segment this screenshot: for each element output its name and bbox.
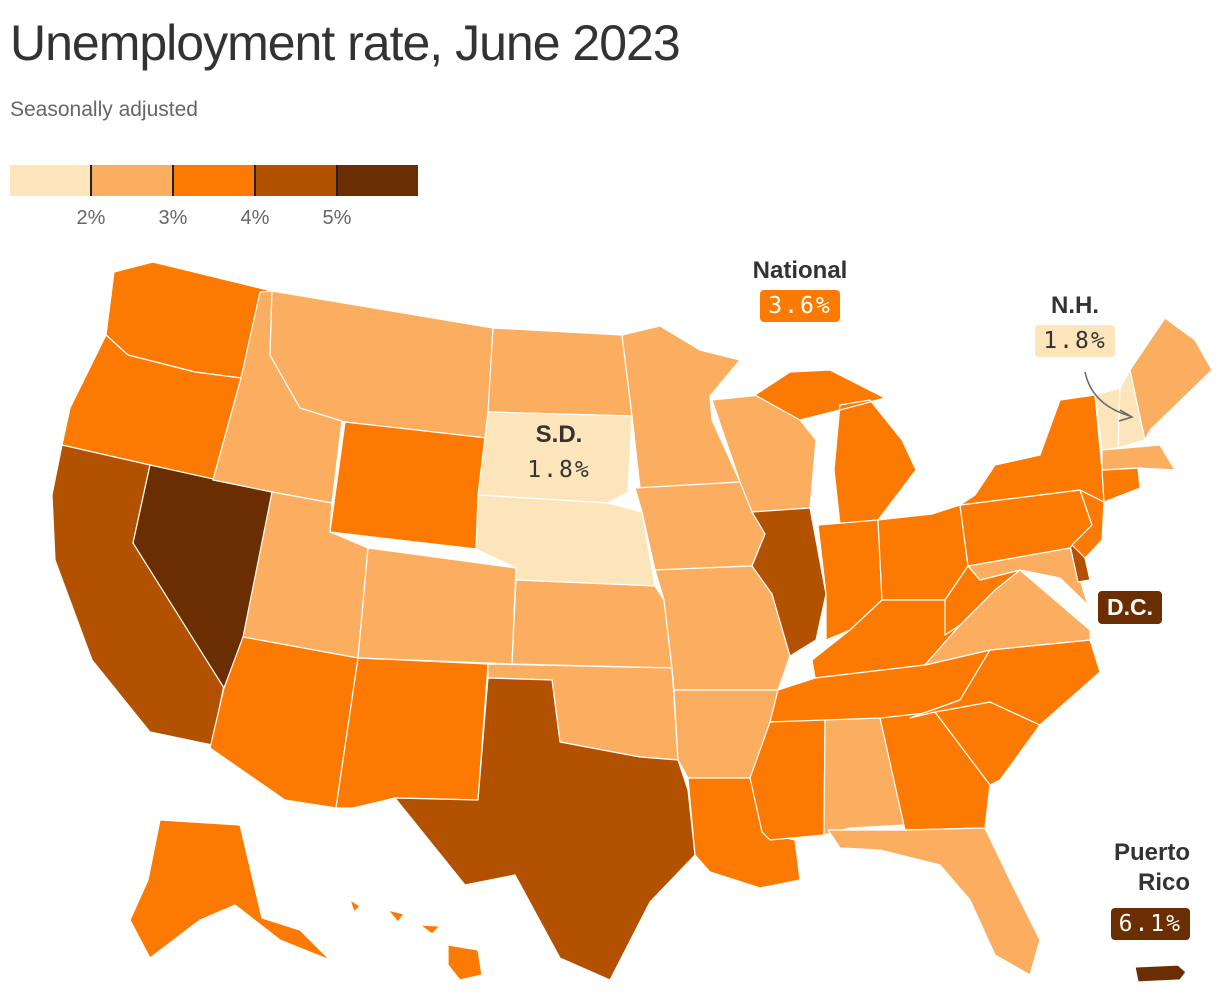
callout-pr: Puerto Rico 6.1% <box>1090 838 1190 940</box>
callout-sd-name: S.D. <box>535 421 583 448</box>
legend-tick <box>172 165 174 196</box>
legend-label-5pct: 5% <box>322 207 352 229</box>
state-al[interactable] <box>823 717 906 836</box>
callout-nh-name: N.H. <box>1051 292 1099 319</box>
legend-tick <box>90 165 92 196</box>
callout-nh: N.H. 1.8% <box>1020 291 1130 357</box>
callout-national-value: 3.6% <box>760 290 840 322</box>
state-hi[interactable] <box>349 899 483 981</box>
legend-label-4pct: 4% <box>240 207 270 229</box>
legend-swatch-1 <box>91 165 174 196</box>
legend-bar <box>10 165 418 196</box>
state-ak[interactable] <box>129 819 331 961</box>
state-ma[interactable] <box>1101 444 1176 471</box>
callout-national-name: National <box>752 257 848 284</box>
legend-tick <box>336 165 338 196</box>
callout-national: National 3.6% <box>720 256 880 322</box>
state-ny[interactable] <box>959 394 1105 506</box>
state-fl[interactable] <box>827 827 1041 976</box>
legend-swatch-4 <box>336 165 418 196</box>
state-nc[interactable] <box>909 639 1101 726</box>
page-subtitle: Seasonally adjusted <box>10 98 198 121</box>
callout-sd: S.D. 1.8% <box>500 420 618 486</box>
callout-dc-label: D.C. <box>1098 591 1162 624</box>
callout-sd-value: 1.8% <box>527 457 591 483</box>
color-legend: 2% 3% 4% 5% <box>10 165 418 235</box>
legend-label-3pct: 3% <box>158 207 188 229</box>
legend-swatch-3 <box>254 165 337 196</box>
page-title: Unemployment rate, June 2023 <box>10 15 681 71</box>
callout-pr-value: 6.1% <box>1110 908 1190 940</box>
legend-swatch-2 <box>173 165 255 196</box>
callout-pr-name: Puerto Rico <box>1113 839 1190 896</box>
callout-nh-value: 1.8% <box>1035 325 1115 357</box>
state-tx[interactable] <box>394 677 696 981</box>
state-mn[interactable] <box>621 325 741 489</box>
state-pr[interactable] <box>1134 964 1187 983</box>
state-sd[interactable] <box>477 411 633 504</box>
legend-label-2pct: 2% <box>76 207 106 229</box>
state-me[interactable] <box>1129 317 1213 441</box>
legend-swatch-0 <box>10 165 92 196</box>
state-mi[interactable] <box>754 369 917 525</box>
legend-tick <box>254 165 256 196</box>
state-il[interactable] <box>751 507 827 657</box>
